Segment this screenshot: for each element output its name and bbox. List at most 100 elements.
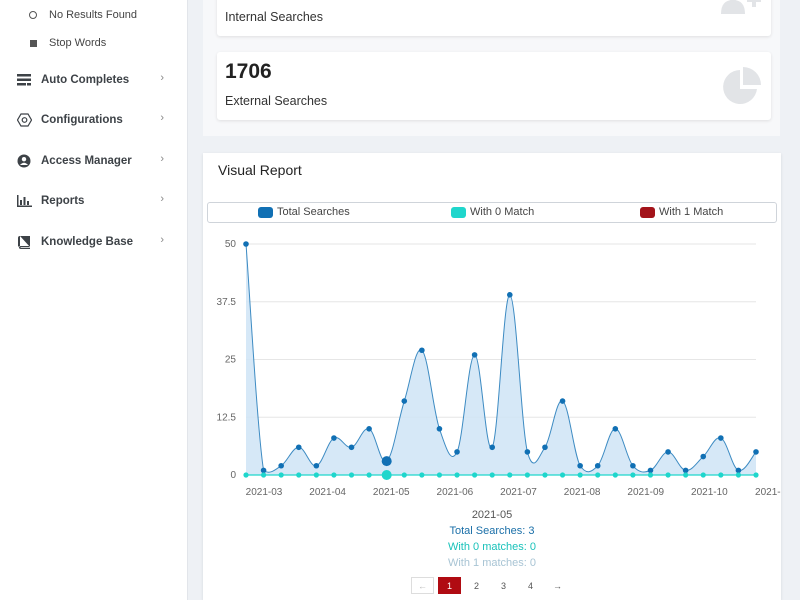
sidebar-item-label: Access Manager [41, 155, 132, 167]
user-shield-icon [16, 153, 32, 169]
book-icon [16, 234, 32, 250]
chevron-right-icon: › [160, 193, 164, 205]
data-point-total-searches [594, 462, 601, 469]
data-point-with-0-match [683, 472, 689, 478]
data-point-with-0-match [577, 472, 583, 478]
data-point-total-searches [559, 398, 566, 404]
data-point-total-searches [718, 435, 724, 441]
list-icon [16, 72, 32, 88]
pagination-page-2[interactable]: 2 [473, 580, 479, 591]
square-icon [28, 39, 38, 47]
stat-card-external-searches: 1706 External Searches [217, 52, 771, 120]
pagination-prev-button[interactable]: ← [411, 577, 434, 594]
legend-item-with-0-match[interactable]: With 0 Match [451, 206, 534, 218]
data-point-total-searches [682, 467, 689, 474]
data-point-with-0-match [489, 472, 495, 478]
data-point-with-0-match [381, 470, 392, 480]
legend-swatch [451, 206, 466, 218]
sidebar-item-reports[interactable]: Reports › [16, 190, 168, 212]
data-point-total-searches [665, 449, 671, 455]
sidebar-item-auto-completes[interactable]: Auto Completes › [16, 69, 168, 91]
data-point-with-0-match [348, 472, 355, 478]
stat-label: Internal Searches [225, 10, 323, 24]
data-point-with-0-match [647, 472, 654, 478]
data-point-with-0-match [278, 472, 284, 478]
sidebar-subitem-label: No Results Found [49, 9, 138, 21]
data-point-with-0-match [243, 472, 249, 478]
data-point-with-0-match [700, 472, 706, 478]
data-point-with-0-match [735, 472, 742, 478]
data-point-with-0-match [542, 472, 548, 478]
data-point-with-0-match [331, 472, 337, 478]
x-tick-label: 2021-09 [627, 487, 664, 498]
data-point-total-searches [506, 292, 513, 298]
data-point-total-searches [612, 426, 619, 432]
y-tick-label: 50 [225, 239, 237, 250]
tooltip-one-matches: With 1 matches: 0 [447, 557, 537, 569]
legend-label: Total Searches [277, 206, 350, 218]
sidebar-item-configurations[interactable]: Configurations › [16, 109, 168, 131]
chevron-right-icon: › [160, 153, 164, 165]
y-tick-label: 25 [225, 355, 237, 366]
sidebar-item-access-manager[interactable]: Access Manager › [16, 150, 168, 172]
sidebar: No Results Found Stop Words Auto Complet… [0, 0, 188, 600]
pagination-page-1[interactable]: 1 [438, 577, 461, 594]
sidebar-subitem-no-results-found[interactable]: No Results Found [28, 7, 137, 23]
data-point-total-searches [489, 444, 496, 451]
user-plus-icon [719, 0, 763, 19]
data-point-with-0-match [665, 472, 671, 478]
data-point-with-0-match [612, 472, 618, 478]
legend-item-with-1-match[interactable]: With 1 Match [640, 206, 723, 218]
sidebar-item-label: Auto Completes [41, 74, 130, 86]
stat-label: External Searches [225, 94, 328, 108]
data-point-with-0-match [454, 472, 460, 478]
data-point-with-0-match [507, 472, 513, 478]
sidebar-subitem-stop-words[interactable]: Stop Words [28, 35, 106, 51]
chevron-right-icon: › [160, 112, 164, 124]
data-point-total-searches [348, 444, 355, 451]
circle-outline-icon [28, 11, 38, 19]
sidebar-item-knowledge-base[interactable]: Knowledge Base › [16, 231, 168, 253]
y-tick-label: 37.5 [217, 297, 237, 308]
data-point-total-searches [471, 352, 478, 358]
chart-legend: Total Searches With 0 Match With 1 Match [207, 202, 777, 223]
data-point-with-0-match [753, 472, 759, 478]
sidebar-item-label: Configurations [41, 114, 123, 126]
data-point-total-searches [419, 347, 425, 354]
visual-report-chart[interactable]: 0 12.5 25 37.5 50 2021-03 2021-04 2021-05 2021-0… [203, 153, 781, 503]
data-point-total-searches [260, 467, 267, 474]
stat-value: 1706 [225, 60, 272, 83]
data-point-total-searches [753, 449, 759, 455]
data-point-with-0-match [472, 472, 478, 478]
data-point-with-0-match [366, 472, 372, 478]
hexagon-gear-icon [16, 112, 32, 128]
data-point-total-searches [278, 462, 284, 469]
data-point-total-searches [524, 449, 531, 455]
sidebar-subitem-label: Stop Words [49, 37, 107, 49]
data-point-with-0-match [524, 472, 530, 478]
data-point-total-searches [454, 449, 460, 455]
x-tick-label: 2021-07 [500, 487, 537, 498]
tooltip-zero-matches: With 0 matches: 0 [447, 541, 537, 553]
x-tick-label: 2021-08 [564, 487, 601, 498]
data-point-total-searches [647, 467, 654, 474]
pagination-page-4[interactable]: 4 [527, 580, 533, 591]
pagination: ← 1 2 3 4 → [411, 577, 569, 594]
data-point-with-0-match [260, 472, 267, 478]
sidebar-item-label: Knowledge Base [41, 236, 134, 248]
data-point-total-searches [313, 462, 320, 469]
data-point-total-searches [366, 426, 372, 432]
stats-panel: Internal Searches 1706 External Searches [203, 0, 780, 136]
legend-label: With 1 Match [659, 206, 724, 218]
pagination-page-3[interactable]: 3 [500, 580, 506, 591]
chevron-right-icon: › [160, 234, 164, 246]
legend-swatch [640, 206, 655, 218]
data-point-with-0-match [401, 472, 407, 478]
legend-swatch [258, 206, 273, 218]
data-point-with-0-match [595, 472, 601, 478]
pagination-next-button[interactable]: → [553, 580, 562, 591]
data-point-with-0-match [630, 472, 636, 478]
legend-item-total-searches[interactable]: Total Searches [258, 206, 350, 218]
data-point-total-searches [700, 453, 707, 460]
data-point-with-0-match [718, 472, 724, 478]
